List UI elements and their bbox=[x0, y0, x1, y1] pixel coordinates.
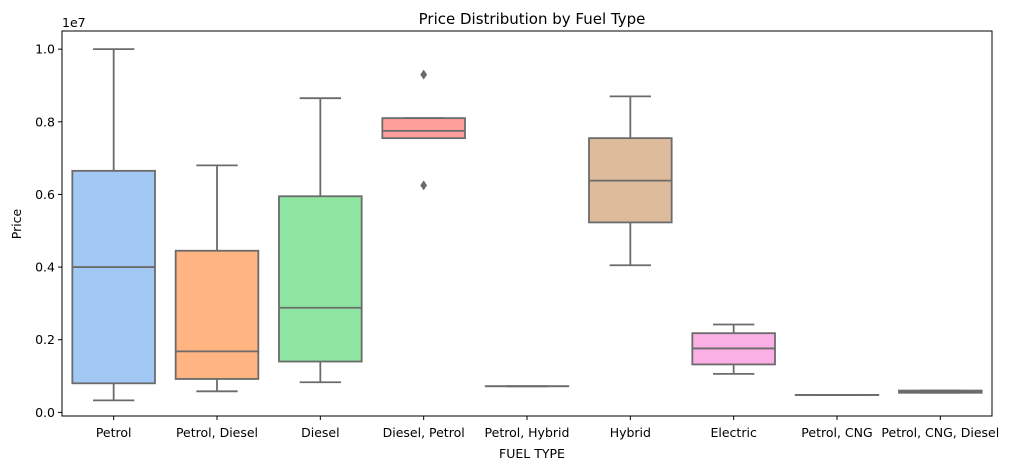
box-iqr bbox=[381, 117, 466, 140]
x-tick-label: Petrol, CNG bbox=[801, 425, 872, 440]
box-iqr bbox=[174, 249, 260, 380]
box-group bbox=[691, 323, 776, 375]
box-iqr bbox=[71, 169, 156, 385]
box-group bbox=[71, 48, 156, 402]
x-tick-label: Diesel bbox=[301, 425, 339, 440]
x-tick-label: Petrol, CNG, Diesel bbox=[881, 425, 999, 440]
box-iqr bbox=[278, 195, 363, 363]
box-group bbox=[174, 164, 260, 393]
y-tick-label: 0.6 bbox=[35, 187, 55, 202]
box-group bbox=[278, 97, 363, 384]
x-tick-label: Petrol, Diesel bbox=[176, 425, 258, 440]
x-tick-label: Petrol, Hybrid bbox=[485, 425, 570, 440]
y-scale-note: 1e7 bbox=[62, 15, 86, 30]
x-axis-label: FUEL TYPE bbox=[499, 446, 565, 461]
y-axis-label: Price bbox=[9, 208, 24, 239]
x-tick-label: Hybrid bbox=[610, 425, 651, 440]
y-tick-label: 1.0 bbox=[35, 42, 55, 57]
box-group bbox=[381, 69, 466, 191]
plot-area bbox=[71, 48, 983, 402]
y-tick-label: 0.2 bbox=[35, 332, 55, 347]
box-group bbox=[588, 95, 673, 267]
y-tick-label: 0.4 bbox=[35, 260, 55, 275]
y-tick-label: 0.8 bbox=[35, 114, 55, 129]
box-group bbox=[898, 389, 983, 394]
x-tick-label: Diesel, Petrol bbox=[383, 425, 465, 440]
y-tick-label: 0.0 bbox=[35, 405, 55, 420]
x-tick-label: Electric bbox=[711, 425, 757, 440]
outlier-point bbox=[420, 180, 428, 191]
x-tick-label: Petrol bbox=[96, 425, 132, 440]
outlier-point bbox=[420, 69, 428, 80]
chart-title: Price Distribution by Fuel Type bbox=[419, 10, 646, 28]
